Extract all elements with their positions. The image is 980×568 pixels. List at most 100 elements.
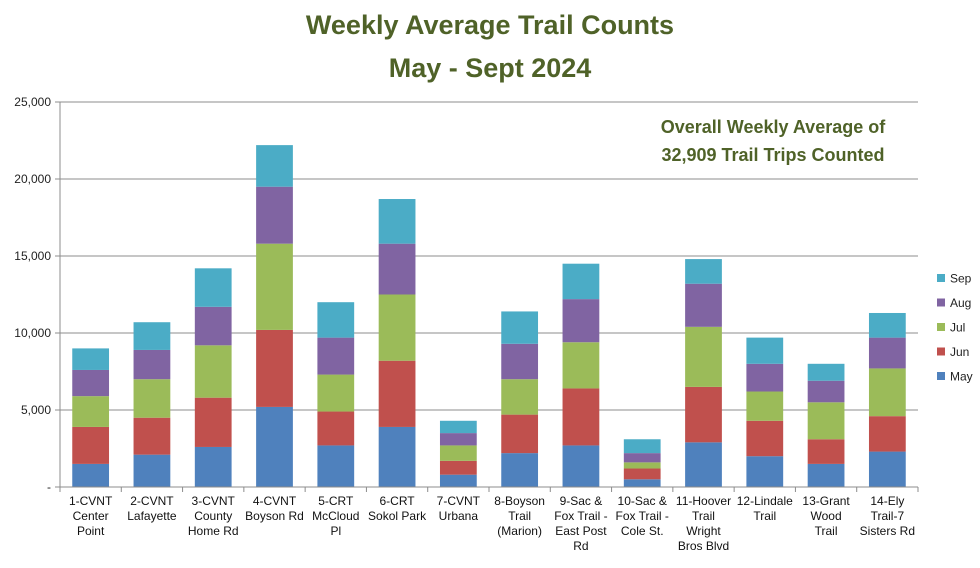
bar-8-jun (501, 414, 539, 454)
legend-label-may: May (950, 370, 973, 384)
bar-2-aug (133, 349, 171, 380)
x-category-label-12: 12-Lindale Trail (737, 494, 793, 523)
x-category-label-2-line-1: 2-CVNT (130, 494, 174, 508)
chart-title-line-2: May - Sept 2024 (389, 53, 592, 83)
bar-11-sep (685, 259, 722, 284)
legend-label-jul: Jul (950, 321, 965, 335)
x-category-label-8-line-3: (Marion) (497, 524, 542, 538)
x-category-label-14: 14-Ely Trail-7 Sisters Rd (860, 494, 915, 538)
x-category-label-1-line-3: Point (77, 524, 105, 538)
x-category-label-11-line-2: Trail (692, 509, 715, 523)
bar-2-sep (133, 322, 171, 350)
bar-7-may (439, 474, 477, 487)
bar-5-jul (317, 374, 355, 412)
x-category-label-4: 4-CVNT Boyson Rd (245, 494, 304, 523)
bar-5-may (317, 445, 355, 487)
bar-8-aug (501, 343, 539, 380)
x-category-label-5-line-2: McCloud (312, 509, 359, 523)
chart-title-line-1: Weekly Average Trail Counts (306, 10, 674, 40)
bar-1-aug (72, 369, 110, 397)
x-category-label-9-line-1: 9-Sac & (560, 494, 603, 508)
bar-5-sep (317, 302, 355, 338)
x-category-label-10-line-3: Cole St. (621, 524, 664, 538)
bar-10-may (623, 479, 661, 487)
bar-8-may (501, 453, 539, 487)
legend-swatch-jul (937, 323, 945, 331)
bar-2-may (133, 454, 171, 487)
x-category-label-11-line-1: 11-Hoover (676, 494, 731, 508)
bar-3-aug (194, 306, 232, 346)
x-category-label-3: 3-CVNT County Home Rd (188, 494, 239, 538)
x-category-label-8-line-2: Trail (508, 509, 531, 523)
bar-14-aug (868, 337, 906, 369)
x-category-label-12-line-1: 12-Lindale (737, 494, 793, 508)
bar-13-may (807, 463, 845, 487)
x-category-label-7-line-2: Urbana (439, 509, 479, 523)
x-category-label-1-line-1: 1-CVNT (69, 494, 113, 508)
x-category-label-13-line-3: Trail (815, 524, 838, 538)
bar-6-may (378, 426, 416, 487)
x-category-label-13: 13-Grant Wood Trail (802, 494, 850, 538)
x-category-label-1-line-2: Center (73, 509, 109, 523)
bars (72, 145, 906, 487)
x-category-label-9-line-2: Fox Trail - (554, 509, 607, 523)
bar-6-jun (378, 360, 416, 427)
bar-9-may (562, 445, 600, 487)
x-category-label-3-line-2: County (194, 509, 232, 523)
annotation-line-1: Overall Weekly Average of (661, 117, 886, 137)
x-category-label-14-line-2: Trail-7 (871, 509, 905, 523)
bar-6-jul (378, 294, 416, 361)
legend-swatch-aug (937, 298, 945, 307)
x-category-label-7: 7-CVNT Urbana (437, 494, 481, 523)
x-category-label-9-line-4: Rd (573, 539, 588, 553)
bar-1-jul (72, 396, 110, 427)
bar-8-jul (501, 379, 539, 415)
legend-label-jun: Jun (950, 345, 969, 359)
bar-4-sep (256, 145, 293, 187)
bar-11-may (685, 442, 722, 487)
bar-6-sep (378, 199, 416, 244)
bar-10-sep (623, 439, 661, 454)
bar-6-aug (378, 243, 416, 295)
bar-10-jul (623, 462, 661, 469)
x-category-label-4-line-2: Boyson Rd (245, 509, 304, 523)
x-category-label-10: 10-Sac & Fox Trail -Cole St. (616, 494, 669, 538)
x-category-label-4-line-1: 4-CVNT (253, 494, 297, 508)
legend: Sep Aug Jul Jun May (937, 272, 973, 384)
bar-3-may (194, 446, 232, 487)
bar-3-sep (194, 268, 232, 307)
y-tick-label-0: - (47, 480, 51, 494)
bar-4-may (256, 406, 293, 487)
y-tick-label-25000: 25,000 (14, 95, 51, 109)
x-category-label-8-line-1: 8-Boyson (494, 494, 545, 508)
bar-12-jun (746, 420, 784, 457)
x-category-label-11-line-3: Wright (686, 524, 721, 538)
x-category-label-12-line-2: Trail (753, 509, 776, 523)
bar-4-aug (256, 186, 293, 244)
x-category-label-14-line-3: Sisters Rd (860, 524, 915, 538)
bar-4-jul (256, 243, 293, 330)
x-category-label-3-line-1: 3-CVNT (192, 494, 236, 508)
bar-9-jun (562, 388, 600, 446)
bar-13-jun (807, 439, 845, 464)
bar-2-jun (133, 417, 171, 455)
y-tick-label-20000: 20,000 (14, 172, 51, 186)
x-category-label-6-line-1: 6-CRT (380, 494, 416, 508)
bar-12-sep (746, 337, 784, 364)
bar-13-sep (807, 363, 845, 381)
bar-7-aug (439, 433, 477, 446)
bar-12-jul (746, 391, 784, 421)
x-category-label-8: 8-Boyson Trail (Marion) (494, 494, 545, 538)
legend-swatch-sep (937, 274, 945, 282)
bar-1-may (72, 463, 110, 487)
bar-2-jul (133, 379, 171, 418)
bar-11-aug (685, 283, 722, 327)
x-category-label-9: 9-Sac & Fox Trail -East Post Rd (554, 494, 607, 553)
x-category-label-3-line-3: Home Rd (188, 524, 239, 538)
x-category-label-5-line-1: 5-CRT (318, 494, 354, 508)
x-category-label-11: 11-Hoover Trail Wright Bros Blvd (676, 494, 731, 553)
overall-average-annotation: Overall Weekly Average of 32,909 Trail T… (661, 117, 886, 165)
x-category-label-13-line-2: Wood (811, 509, 842, 523)
